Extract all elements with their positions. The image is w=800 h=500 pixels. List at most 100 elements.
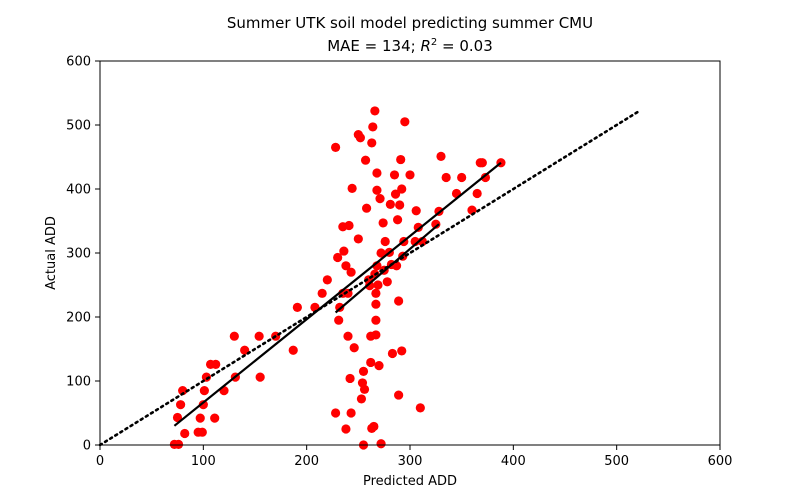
subtitle-r: R (420, 37, 430, 55)
chart-subtitle: MAE = 134; R2 = 0.03 (327, 37, 493, 55)
data-point (362, 203, 372, 213)
data-point (292, 302, 302, 312)
data-point (393, 215, 403, 225)
fit-line (173, 161, 502, 427)
data-point (367, 138, 377, 148)
data-point (344, 220, 354, 231)
data-point (341, 261, 351, 271)
data-point (472, 188, 482, 199)
subtitle-r-superscript: 2 (431, 37, 437, 48)
y-tick-label: 300 (66, 247, 91, 262)
data-point (288, 345, 298, 355)
data-point (176, 400, 186, 410)
x-axis-label: Predicted ADD (363, 474, 457, 489)
data-point (397, 346, 407, 356)
data-point (195, 413, 205, 423)
x-tick-label: 100 (191, 454, 216, 469)
data-point (457, 172, 467, 183)
x-tick-label: 400 (501, 454, 526, 469)
data-point (178, 386, 188, 396)
data-point (376, 248, 386, 258)
x-tick-label: 300 (398, 454, 423, 469)
data-point (380, 236, 390, 247)
y-tick-label: 0 (83, 439, 91, 454)
data-point (372, 168, 382, 178)
data-point (375, 194, 385, 204)
x-tick-label: 500 (604, 454, 629, 469)
data-point (339, 246, 349, 256)
data-point (360, 155, 371, 165)
fit-line (334, 223, 440, 314)
y-tick-label: 200 (66, 311, 91, 326)
data-point (343, 331, 353, 341)
data-point (389, 170, 400, 180)
x-tick-label: 200 (294, 454, 319, 469)
data-point (355, 133, 365, 143)
data-point (341, 424, 351, 434)
data-point (359, 384, 370, 394)
data-point (255, 372, 265, 382)
data-point (371, 288, 381, 298)
data-point (317, 288, 327, 298)
data-point (199, 386, 209, 396)
data-point (411, 206, 421, 216)
y-tick-label: 600 (66, 55, 91, 70)
data-point (353, 234, 363, 244)
data-point (356, 394, 367, 404)
data-point (198, 400, 208, 410)
subtitle-prefix: MAE = 134; (327, 37, 420, 55)
x-tick-label: 600 (708, 454, 733, 469)
data-point (413, 222, 423, 232)
plot-marks (98, 106, 642, 450)
data-point (376, 439, 386, 449)
y-axis-ticks: 0 100 200 300 400 500 600 (66, 55, 100, 454)
data-point (441, 172, 451, 183)
data-point (371, 330, 381, 340)
data-point (333, 252, 343, 263)
data-point (331, 142, 341, 152)
data-point (480, 172, 491, 183)
data-point (385, 199, 395, 209)
data-point (366, 357, 376, 368)
data-point (346, 408, 356, 418)
data-point (358, 366, 369, 376)
data-point (254, 331, 264, 341)
data-point (394, 390, 404, 400)
data-point (369, 421, 379, 432)
data-point (374, 361, 384, 371)
x-axis-ticks: 0 100 200 300 400 500 600 (96, 445, 733, 469)
data-point (370, 106, 380, 116)
data-point (387, 348, 398, 359)
y-tick-label: 500 (66, 119, 91, 134)
data-point (368, 122, 378, 132)
data-point (349, 343, 359, 353)
data-point (365, 281, 375, 291)
data-point (172, 412, 183, 423)
data-point (400, 117, 410, 127)
data-point (347, 183, 357, 193)
data-point (334, 315, 344, 325)
data-point (436, 151, 446, 161)
data-point (477, 158, 487, 168)
chart-title: Summer UTK soil model predicting summer … (227, 14, 593, 32)
data-point (415, 403, 425, 413)
y-tick-label: 100 (66, 375, 91, 390)
data-point (211, 359, 221, 369)
identity-line (98, 108, 642, 447)
y-axis-label: Actual ADD (44, 216, 59, 290)
data-point (173, 439, 184, 449)
x-tick-label: 0 (96, 454, 104, 469)
data-point (394, 296, 404, 306)
data-point (373, 280, 383, 290)
data-point (201, 372, 212, 382)
data-point (322, 275, 332, 285)
data-point (382, 277, 392, 287)
subtitle-suffix: = 0.03 (437, 37, 493, 55)
y-tick-label: 400 (66, 183, 91, 198)
data-point (229, 331, 239, 341)
data-point (210, 413, 220, 423)
data-point (331, 408, 341, 418)
data-point (372, 185, 382, 195)
